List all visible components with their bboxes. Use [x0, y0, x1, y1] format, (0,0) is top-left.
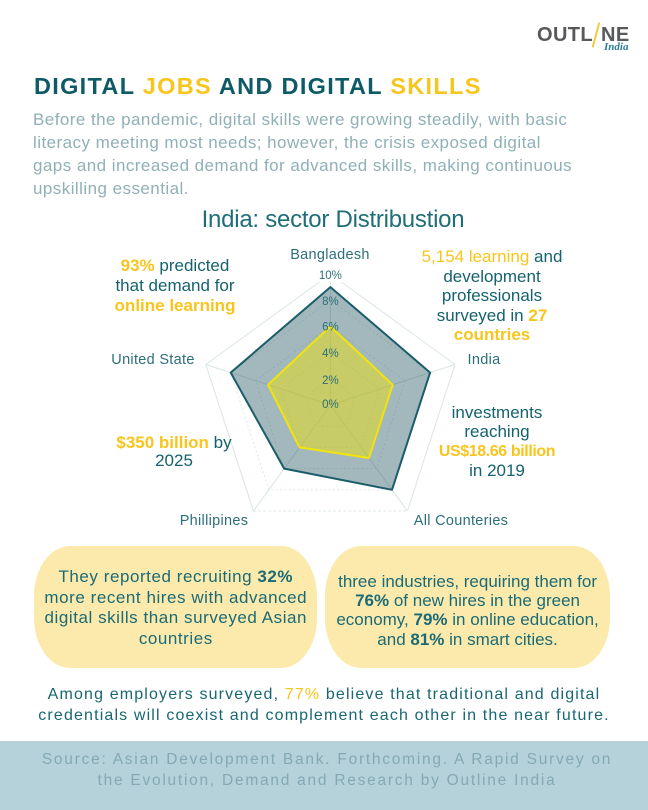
svg-text:8%: 8%: [322, 296, 339, 308]
svg-text:4%: 4%: [322, 348, 339, 360]
svg-text:10%: 10%: [319, 270, 342, 282]
svg-text:0%: 0%: [322, 399, 339, 411]
svg-text:6%: 6%: [322, 322, 339, 334]
svg-text:2%: 2%: [322, 375, 339, 387]
